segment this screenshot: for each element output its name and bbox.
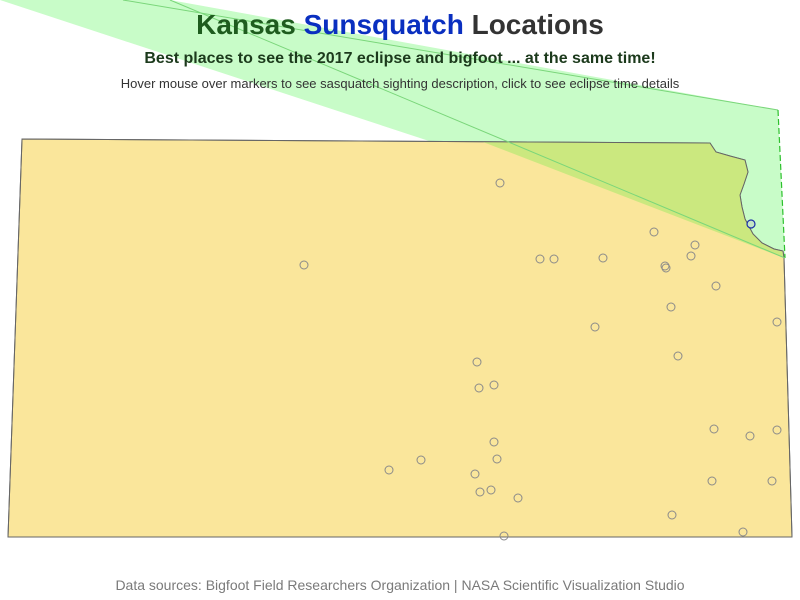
sighting-marker[interactable] [535,254,545,264]
sighting-marker[interactable] [686,251,696,261]
sighting-marker[interactable] [475,487,485,497]
source-bfro: Data sources: Bigfoot Field Researchers … [115,577,451,593]
sighting-marker[interactable] [474,383,484,393]
sighting-marker[interactable] [711,281,721,291]
sighting-marker[interactable] [649,227,659,237]
data-sources-footer: Data sources: Bigfoot Field Researchers … [0,576,800,594]
page-subtitle: Best places to see the 2017 eclipse and … [144,50,656,67]
sighting-marker[interactable] [745,431,755,441]
sighting-markers [299,178,782,541]
page-title: Kansas Sunsquatch Locations [0,8,800,42]
sighting-marker[interactable] [709,424,719,434]
title-part-locations: Locations [463,9,604,40]
eclipse-overlap-area [483,142,784,258]
sighting-marker[interactable] [767,476,777,486]
sighting-marker[interactable] [492,454,502,464]
sighting-marker[interactable] [513,493,523,503]
sighting-marker[interactable] [661,263,671,273]
sighting-marker[interactable] [666,302,676,312]
sighting-marker[interactable] [598,253,608,263]
hover-instructions: Hover mouse over markers to see sasquatc… [120,76,680,91]
sighting-marker[interactable] [384,465,394,475]
sighting-marker[interactable] [549,254,559,264]
sighting-marker[interactable] [660,261,670,271]
sighting-marker[interactable] [772,425,782,435]
sighting-marker[interactable] [667,510,677,520]
title-part-sunsquatch: Sunsquatch [303,9,464,40]
sighting-marker[interactable] [489,380,499,390]
sighting-marker[interactable] [416,455,426,465]
sighting-marker[interactable] [489,437,499,447]
sighting-marker[interactable] [495,178,505,188]
sighting-marker[interactable] [772,317,782,327]
eclipse-edge-north [122,0,779,111]
title-part-kansas: Kansas [196,9,304,40]
eclipse-edge-south [169,0,786,259]
sighting-marker[interactable] [738,527,748,537]
sighting-marker[interactable] [590,322,600,332]
sighting-marker[interactable] [486,485,496,495]
sighting-marker[interactable] [746,219,756,229]
sighting-marker[interactable] [707,476,717,486]
kansas-state-outline [7,138,793,538]
sighting-marker[interactable] [499,531,509,541]
source-nasa: NASA Scientific Visualization Studio [461,577,685,593]
source-separator: | [450,577,462,593]
sighting-marker[interactable] [299,260,309,270]
eclipse-edge-east [777,109,786,259]
sighting-marker[interactable] [472,357,482,367]
sighting-marker[interactable] [690,240,700,250]
sighting-marker[interactable] [673,351,683,361]
sighting-marker[interactable] [470,469,480,479]
